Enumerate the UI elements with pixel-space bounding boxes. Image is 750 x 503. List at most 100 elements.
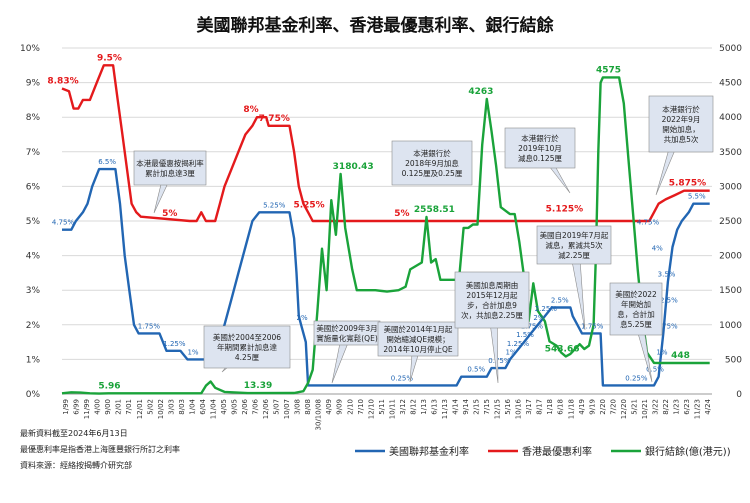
value-label-prime: 5.875% — [669, 179, 707, 189]
value-label-fed: 2% — [297, 314, 308, 322]
callout-box — [313, 320, 381, 346]
x-tick-label: 10/07 — [283, 399, 291, 419]
series-line-fed — [62, 167, 710, 387]
value-label-balance: 448 — [671, 351, 690, 361]
callout-text: 4.25厘 — [235, 353, 260, 362]
callout-text: 美國於2009年3月 — [316, 323, 377, 333]
x-tick-label: 9/19 — [588, 399, 596, 415]
callout-box — [648, 95, 714, 153]
x-tick-label: 9/00 — [104, 399, 112, 415]
value-label-fed: 6.5% — [98, 158, 116, 166]
x-tick-label: 7/06 — [252, 398, 260, 414]
value-label-fed: 1% — [187, 348, 198, 356]
value-label-fed: 0.25% — [391, 374, 414, 382]
callout-text: 本港銀行於 — [521, 133, 559, 143]
value-label-balance: 5.96 — [98, 382, 120, 392]
value-label-fed: 4% — [652, 245, 663, 253]
footnote-prime-definition: 最優惠利率是指香港上海匯豐銀行所訂之利率 — [20, 444, 180, 454]
x-tick-label: 8/17 — [536, 399, 544, 415]
value-label-prime: 5% — [394, 209, 409, 219]
value-label-fed: 4.75% — [52, 219, 75, 227]
legend-label: 銀行結餘(億(港元)) — [645, 445, 731, 458]
x-tick-label: 12/06 — [262, 398, 270, 419]
callout-text: 本港最優惠按揭利率 — [136, 158, 204, 168]
x-tick-label: 7/10 — [357, 399, 365, 415]
value-label-fed: 2.25% — [535, 305, 558, 313]
x-tick-label: 4/09 — [325, 399, 333, 415]
callout-text: 美國於2004至2006 — [213, 332, 281, 342]
x-tick-label: 6/99 — [73, 399, 81, 415]
x-tick-label: 2/10 — [346, 399, 354, 415]
x-tick-label: 5/07 — [273, 399, 281, 415]
x-tick-label: 12/15 — [494, 399, 502, 419]
value-label-fed: 2% — [533, 314, 544, 322]
x-tick-label: 4/19 — [578, 399, 586, 415]
value-label-fed: 1.25% — [507, 340, 530, 348]
x-tick-label: 1/04 — [188, 398, 196, 414]
value-label-fed: 2.5% — [551, 297, 569, 305]
legend-label: 美國聯邦基金利率 — [389, 445, 469, 458]
callout-text: 開始縮減QE規模； — [386, 334, 449, 344]
footnote-source: 資料來源：經絡按揭轉介研究部 — [20, 460, 132, 470]
y2-tick-label: 500 — [725, 355, 742, 365]
x-tick-label: 3/08 — [294, 399, 302, 415]
callout-text: 2015年12月起 — [466, 290, 518, 300]
footnotes: 最新資料截至2024年6月13日 最優惠利率是指香港上海匯豐銀行所訂之利率 資料… — [20, 428, 180, 470]
callout-text: 本港銀行於 — [662, 104, 700, 114]
x-tick-label: 6/18 — [557, 399, 565, 415]
x-tick-label: 9/09 — [336, 399, 344, 415]
callout-text: 2014年10月停止QE — [383, 344, 453, 354]
value-label-balance: 543.66 — [545, 344, 580, 354]
x-tick-label: 4/14 — [452, 398, 460, 414]
x-tick-label: 2/06 — [241, 398, 249, 414]
callout-text: 0.125厘及0.25厘 — [402, 169, 463, 178]
value-label-fed: 0.5% — [467, 366, 485, 374]
value-label-balance: 4263 — [468, 87, 493, 97]
callout-text: 美國加息周期由 — [466, 280, 519, 290]
series-lines — [61, 64, 710, 395]
x-tick-label: 12/10 — [367, 399, 375, 419]
y2-tick-label: 0 — [736, 390, 742, 400]
y2-tick-label: 3000 — [719, 182, 742, 192]
x-tick-label: 2/01 — [115, 399, 123, 415]
y-tick-label: 9% — [26, 79, 41, 89]
y-tick-label: 6% — [26, 182, 41, 192]
y-tick-label: 0% — [26, 390, 41, 400]
value-label-fed: 1.75% — [581, 322, 604, 330]
y2-tick-label: 4500 — [719, 79, 742, 89]
legend-label: 香港最優惠利率 — [522, 445, 592, 458]
footnote-date: 最新資料截至2024年6月13日 — [20, 428, 128, 438]
x-tick-label: 11/04 — [209, 398, 217, 419]
x-tick-label: 12/20 — [620, 399, 628, 419]
value-label-prime: 5.125% — [546, 205, 584, 215]
value-label-fed: 0.75% — [488, 357, 511, 365]
x-tick-label: 12/01 — [136, 399, 144, 419]
y2-tick-label: 2000 — [719, 252, 742, 262]
x-tick-label: 7/01 — [125, 399, 133, 415]
y2-tick-label: 4000 — [719, 113, 742, 123]
x-tick-label: 4/00 — [94, 399, 102, 415]
y-axis-right-ticks: 0 500 1000 1500 2000 2500 3000 3500 4000 4500 5000 — [719, 44, 742, 400]
x-tick-label: 7/15 — [483, 399, 491, 415]
x-tick-label: 5/21 — [630, 399, 638, 415]
y2-tick-label: 1500 — [719, 286, 742, 296]
value-label-prime: 5.25% — [293, 200, 324, 210]
callout-box — [504, 127, 576, 169]
x-tick-label: 7/20 — [609, 399, 617, 415]
value-label-fed: 1.5% — [516, 331, 534, 339]
x-tick-label: 11/18 — [567, 399, 575, 419]
callout-text: 共加息5次 — [664, 134, 699, 144]
y-tick-label: 4% — [26, 252, 41, 262]
callout-box — [454, 271, 530, 329]
x-axis-ticks: 1/99 6/99 11/99 4/00 9/00 2/01 7/01 12/01 5/02 10… — [62, 398, 712, 430]
value-label-fed: 3.5% — [658, 271, 676, 279]
x-tick-label: 4/24 — [704, 398, 712, 414]
y-tick-label: 3% — [26, 286, 41, 296]
y-tick-label: 5% — [26, 217, 41, 227]
x-tick-label: 6/04 — [199, 398, 207, 414]
value-label-fed: 0.25% — [625, 374, 648, 382]
callout-text: 美國於2014年1月起 — [384, 324, 453, 334]
value-label-fed: 2.5% — [660, 297, 678, 305]
x-tick-label: 11/23 — [694, 399, 702, 419]
